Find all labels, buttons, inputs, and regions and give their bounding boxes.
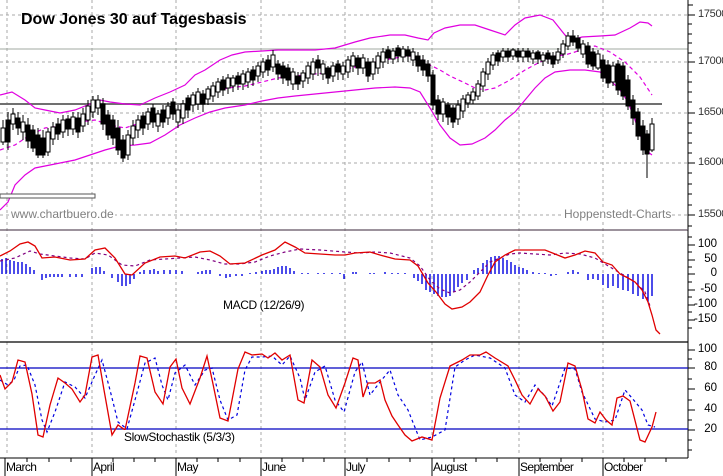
month-label: March [6, 460, 37, 474]
macd-label: -100 [693, 298, 717, 310]
month-label: June [262, 460, 286, 474]
vertical-gridlines [6, 0, 604, 456]
price-axis-ticks [688, 4, 695, 227]
month-label: August [433, 460, 467, 474]
stoch-label: 40 [704, 403, 717, 415]
macd-indicator-label: MACD (12/26/9) [222, 298, 306, 312]
bollinger-upper [0, 14, 653, 114]
bollinger-bands [0, 14, 653, 211]
stoch-label: 100 [697, 343, 717, 355]
stoch-indicator-label: SlowStochastik (5/3/3) [123, 430, 236, 444]
stoch-label: 20 [704, 423, 717, 435]
price-label: 17000 [698, 55, 723, 67]
bollinger-lower [0, 69, 653, 211]
price-label: 16500 [698, 106, 723, 118]
macd-label: 100 [697, 238, 717, 250]
candlesticks [0, 30, 655, 178]
watermark-hoppenstedt: Hoppenstedt-Charts [563, 207, 673, 221]
time-axis-ticks [4, 450, 689, 476]
price-label: 15500 [698, 208, 723, 220]
macd-axis-ticks [688, 236, 695, 329]
stoch-label: 80 [704, 361, 717, 373]
macd-histogram [1, 256, 653, 302]
watermark-chartbuero: www.chartbuero.de [10, 207, 115, 221]
month-label: October [604, 460, 643, 474]
price-label: 16000 [698, 156, 723, 168]
month-label: July [346, 460, 366, 474]
month-label: May [177, 460, 198, 474]
macd-label: 50 [704, 253, 717, 265]
legend-box [0, 193, 96, 199]
macd-signal-line [0, 248, 651, 307]
macd-label: -50 [700, 283, 717, 295]
month-label: September [520, 460, 574, 474]
stoch-label: 60 [704, 382, 717, 394]
chart-title: Dow Jones 30 auf Tagesbasis [21, 11, 247, 28]
stoch-k-line [0, 351, 657, 443]
macd-label: -150 [693, 313, 717, 325]
price-label: 17500 [698, 8, 723, 20]
macd-line [0, 241, 661, 335]
macd-label: 0 [710, 267, 717, 279]
month-label: April [93, 460, 115, 474]
stoch-axis-ticks [688, 349, 695, 451]
